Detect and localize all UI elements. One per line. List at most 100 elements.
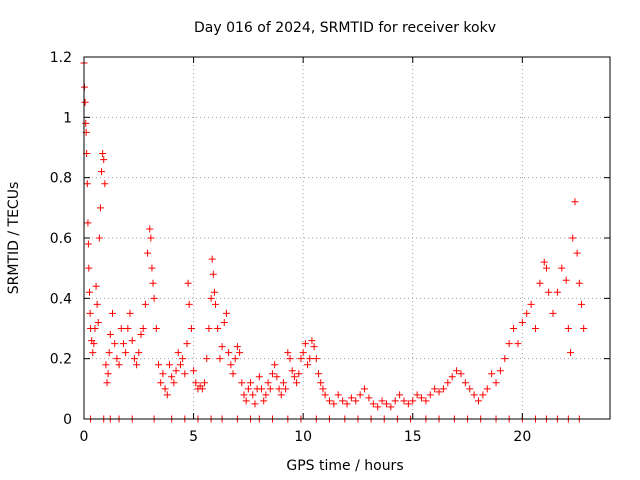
y-tick-label: 0: [63, 412, 72, 428]
data-point: [135, 349, 143, 357]
data-point: [147, 234, 155, 242]
data-point: [238, 379, 246, 387]
data-point: [567, 349, 575, 357]
data-point: [170, 379, 178, 387]
data-point: [227, 361, 235, 369]
data-point: [168, 373, 176, 381]
data-point: [146, 225, 154, 233]
data-point: [439, 385, 447, 393]
y-tick-label: 1: [63, 110, 72, 126]
data-point: [505, 340, 513, 348]
y-tick-label: 0.2: [50, 352, 72, 368]
data-point: [483, 385, 491, 393]
data-point: [575, 279, 583, 287]
data-point: [396, 391, 404, 399]
data-point: [488, 370, 496, 378]
data-point: [293, 379, 301, 387]
data-point: [85, 264, 93, 272]
data-point: [382, 400, 390, 408]
data-point: [457, 370, 465, 378]
data-point: [102, 361, 110, 369]
data-point: [514, 340, 522, 348]
data-point: [95, 234, 103, 242]
data-point: [84, 219, 92, 227]
data-point: [96, 204, 104, 212]
data-point: [89, 349, 97, 357]
data-point: [258, 385, 266, 393]
data-point: [212, 300, 219, 308]
data-point: [306, 355, 314, 363]
data-point: [207, 294, 215, 302]
data-point: [231, 355, 239, 363]
data-point: [268, 370, 276, 378]
data-point: [216, 355, 224, 363]
data-point: [545, 288, 553, 296]
data-point: [149, 279, 157, 287]
data-point: [181, 370, 189, 378]
data-point: [222, 309, 230, 317]
y-axis-label: SRMTID / TECUs: [6, 182, 22, 295]
data-point: [321, 391, 329, 399]
data-point: [297, 355, 305, 363]
data-point: [466, 385, 474, 393]
data-point: [330, 400, 338, 408]
data-point: [141, 300, 149, 308]
data-point: [179, 355, 187, 363]
data-point: [374, 403, 382, 411]
y-tick-label: 1.2: [50, 50, 72, 66]
data-point: [312, 355, 320, 363]
data-point: [310, 343, 318, 351]
y-tick-label: 0.4: [50, 291, 72, 307]
data-point: [104, 370, 112, 378]
data-point: [288, 367, 296, 375]
chart-title: Day 016 of 2024, SRMTID for receiver kok…: [194, 20, 496, 36]
data-point: [111, 340, 119, 348]
data-point: [409, 397, 417, 405]
data-point: [431, 385, 439, 393]
data-point: [286, 355, 294, 363]
data-point: [161, 385, 169, 393]
data-point: [435, 388, 443, 396]
data-point: [229, 370, 237, 378]
data-point: [295, 370, 303, 378]
data-point: [184, 279, 192, 287]
data-point: [319, 385, 327, 393]
data-point: [255, 373, 263, 381]
data-point: [163, 391, 171, 399]
data-point: [251, 400, 259, 408]
data-point: [225, 349, 233, 357]
data-point: [144, 249, 152, 257]
data-point: [422, 397, 430, 405]
data-point: [531, 325, 539, 332]
data-point: [564, 325, 572, 332]
data-point: [247, 379, 255, 387]
data-point: [558, 264, 566, 272]
data-point: [284, 349, 292, 357]
data-point: [308, 337, 316, 345]
data-point: [105, 349, 113, 357]
data-point: [571, 198, 579, 206]
x-axis-label: GPS time / hours: [286, 458, 403, 474]
data-point: [573, 249, 581, 257]
data-point: [317, 379, 325, 387]
data-point: [98, 168, 106, 176]
data-point: [275, 385, 283, 393]
data-point: [99, 150, 107, 158]
data-point: [122, 349, 130, 357]
data-point: [133, 361, 141, 369]
data-point: [176, 361, 184, 369]
data-point: [361, 385, 369, 393]
data-point: [150, 294, 158, 302]
x-tick-label: 20: [513, 429, 531, 445]
data-point: [137, 331, 145, 339]
data-point: [130, 355, 138, 363]
data-point: [549, 309, 557, 317]
data-point: [126, 309, 134, 317]
grid: [84, 57, 610, 419]
data-point: [214, 325, 222, 332]
data-point: [479, 391, 487, 399]
data-point: [209, 270, 217, 278]
data-point: [496, 367, 504, 375]
data-point: [172, 367, 180, 375]
